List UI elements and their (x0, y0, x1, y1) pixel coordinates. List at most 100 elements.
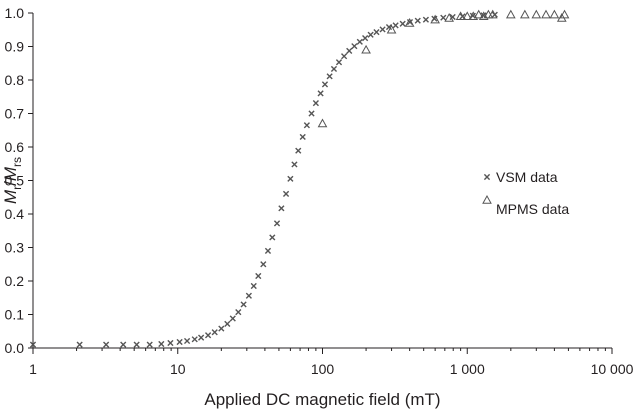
legend-label-mpms: MPMS data (496, 201, 569, 217)
x-tick-label: 1 (29, 361, 37, 377)
data-point (278, 205, 285, 212)
legend-marker-triangle (482, 194, 492, 204)
data-point (211, 329, 218, 336)
data-point (440, 14, 447, 21)
data-point (367, 31, 374, 38)
data-point (146, 341, 153, 348)
data-point (449, 13, 456, 21)
data-point (404, 18, 415, 27)
data-point (198, 334, 205, 341)
data-point (235, 309, 242, 316)
y-axis-title-sub1: r (10, 186, 24, 190)
data-point (341, 53, 348, 60)
y-tick-label: 0.7 (5, 106, 25, 122)
data-point (362, 35, 369, 42)
legend-marker-x (483, 173, 491, 181)
data-point (291, 161, 298, 168)
legend-label-vsm: VSM data (496, 169, 558, 185)
data-point (505, 9, 516, 19)
data-point (487, 9, 498, 19)
data-point (229, 315, 236, 322)
data-point (76, 341, 83, 348)
y-axis-title-slash: / (1, 181, 20, 186)
y-tick-label: 0.4 (5, 206, 25, 222)
data-point (406, 18, 414, 26)
data-point (269, 234, 276, 241)
y-tick-label: 0.6 (5, 139, 25, 155)
data-point (287, 175, 294, 182)
data-point (183, 337, 191, 345)
data-point (559, 9, 570, 19)
data-point (351, 43, 358, 50)
data-point (455, 11, 466, 21)
data-point (245, 292, 252, 299)
data-point (224, 320, 231, 327)
data-point (326, 73, 333, 80)
data-point (520, 9, 530, 19)
data-point (473, 9, 484, 19)
y-tick-label: 0.0 (5, 340, 25, 356)
data-point (444, 12, 455, 22)
data-point (204, 332, 212, 339)
data-point (176, 338, 183, 346)
data-point (356, 38, 363, 45)
data-point (317, 90, 324, 97)
plot-area (29, 9, 570, 348)
data-point (531, 9, 542, 19)
x-axis-ticks: 1 10 100 1 000 10 000 (29, 348, 634, 377)
y-axis-title: Mr/Mrs (1, 157, 24, 204)
y-axis-title-sub2: rs (10, 157, 24, 167)
y-axis-title-m1: M (1, 189, 20, 204)
data-point (218, 325, 225, 332)
data-point (260, 261, 267, 268)
data-point (422, 16, 429, 23)
legend-x-mark (483, 173, 491, 181)
data-point (191, 336, 198, 343)
data-point (312, 100, 319, 107)
data-point (330, 65, 338, 73)
x-tick-label: 10 (170, 361, 186, 377)
data-point (295, 147, 302, 154)
series-mpms (317, 9, 570, 128)
x-tick-label: 100 (311, 361, 335, 377)
data-point (167, 339, 174, 347)
data-point (414, 17, 421, 24)
y-tick-label: 0.8 (5, 72, 25, 88)
data-point (386, 24, 397, 34)
data-point (321, 81, 329, 88)
y-tick-label: 0.2 (5, 273, 25, 289)
legend: VSM data MPMS data (482, 169, 569, 217)
data-point (120, 341, 127, 348)
data-point (361, 44, 371, 54)
data-point (541, 9, 551, 19)
data-point (299, 133, 306, 141)
x-tick-label: 1 000 (450, 361, 485, 377)
data-point (264, 247, 272, 254)
y-tick-label: 0.5 (5, 173, 25, 189)
x-tick-label: 10 000 (591, 361, 634, 377)
x-axis-title: Applied DC magnetic field (mT) (204, 390, 440, 409)
y-tick-label: 0.9 (5, 39, 25, 55)
legend-item-vsm: VSM data (483, 169, 558, 185)
y-tick-label: 1.0 (5, 5, 25, 21)
data-point (133, 341, 140, 348)
data-point (282, 190, 290, 197)
legend-item-mpms: MPMS data (482, 194, 569, 217)
y-tick-label: 0.1 (5, 307, 25, 323)
data-point (430, 14, 440, 24)
y-tick-label: 0.3 (5, 240, 25, 256)
data-point (158, 340, 165, 348)
data-point (240, 301, 247, 308)
data-point (385, 23, 393, 31)
data-point (462, 11, 473, 21)
data-point (549, 9, 560, 19)
data-point (373, 29, 380, 36)
y-axis-title-m2: M (1, 166, 20, 181)
data-point (273, 220, 281, 227)
data-point (29, 341, 37, 348)
data-point (250, 282, 257, 290)
data-point (255, 272, 262, 280)
data-point (392, 22, 399, 29)
data-point (379, 26, 386, 33)
